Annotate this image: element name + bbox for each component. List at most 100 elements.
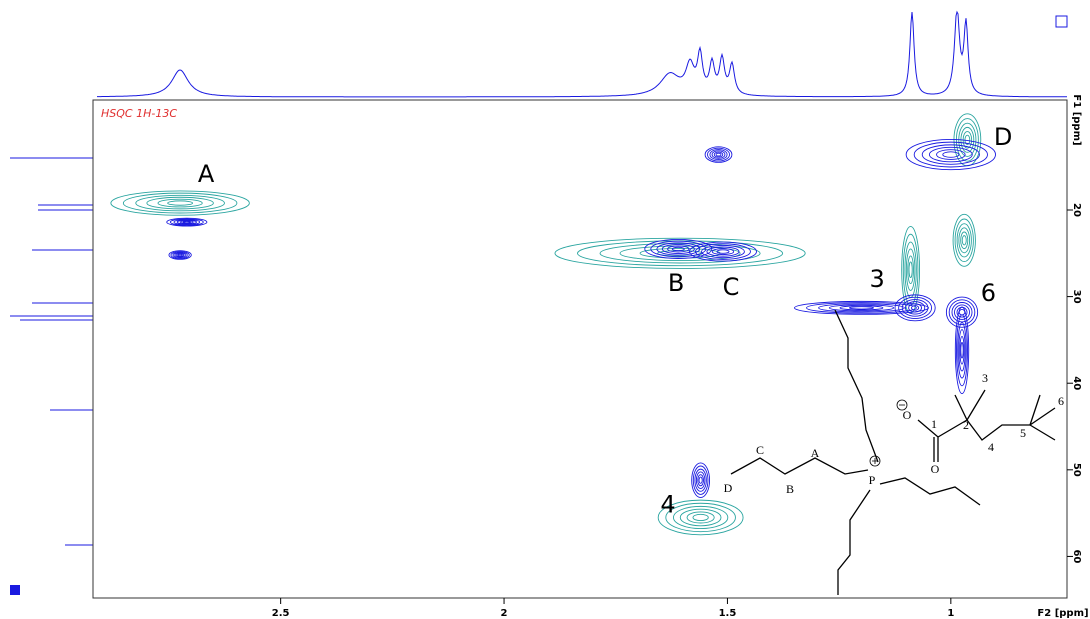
- contour: [806, 302, 917, 314]
- y-tick-label: 60: [1071, 549, 1082, 563]
- x-axis-label: F2 [ppm]: [1037, 608, 1088, 619]
- contour: [913, 141, 988, 168]
- contour: [716, 249, 730, 254]
- contour: [697, 474, 704, 487]
- contour: [176, 219, 197, 225]
- contour: [673, 505, 729, 529]
- contour: [959, 335, 965, 365]
- contour: [707, 147, 730, 162]
- cross-peak: [689, 241, 757, 262]
- contour: [958, 227, 971, 254]
- contour: [122, 192, 238, 214]
- contour: [173, 219, 201, 226]
- cross-peak: [894, 294, 936, 322]
- peak-label: D: [994, 123, 1012, 151]
- x-tick-label: 2.5: [272, 608, 290, 619]
- structure-label: O: [903, 408, 912, 422]
- peak-label: 3: [869, 265, 884, 293]
- contour: [952, 213, 976, 267]
- contour: [671, 246, 685, 252]
- contour: [695, 243, 751, 260]
- contour: [694, 468, 707, 492]
- x-tick-label: 1: [947, 608, 954, 619]
- contour: [942, 151, 960, 158]
- structure-label: 4: [988, 440, 994, 454]
- contour: [960, 231, 969, 250]
- structure-label: 5: [1020, 426, 1026, 440]
- contour: [898, 296, 933, 319]
- chart-title: HSQC 1H-13C: [101, 107, 177, 120]
- contour: [958, 329, 966, 372]
- y-tick-label: 30: [1071, 290, 1082, 304]
- contour: [704, 146, 733, 163]
- contour: [951, 302, 973, 323]
- x-tick-label: 2: [501, 608, 508, 619]
- structure-label: 6: [1058, 394, 1064, 408]
- plot-frame: [92, 99, 1068, 599]
- contour: [956, 223, 972, 258]
- contour: [554, 237, 806, 269]
- structure-label: A: [811, 446, 820, 460]
- contour: [911, 305, 920, 311]
- contour: [174, 252, 186, 258]
- structure-label: P: [869, 473, 876, 487]
- cross-peak: [691, 462, 711, 498]
- contour: [848, 306, 874, 310]
- contour: [695, 471, 706, 489]
- contour: [960, 342, 964, 359]
- contour: [954, 218, 974, 263]
- contour: [907, 255, 914, 285]
- contour: [709, 149, 728, 161]
- contour: [650, 240, 707, 258]
- contour: [698, 476, 703, 484]
- contour: [904, 301, 926, 315]
- contour: [908, 261, 913, 278]
- contour: [894, 294, 936, 322]
- contour: [691, 462, 711, 498]
- contour: [706, 246, 740, 257]
- contour: [661, 243, 695, 254]
- contour: [176, 253, 185, 257]
- contour: [945, 296, 979, 328]
- x-tick-label: 1.5: [719, 608, 737, 619]
- structure-label: D: [724, 481, 733, 495]
- cross-peak: [954, 306, 970, 395]
- projection-f2: [97, 10, 1067, 98]
- contour: [715, 152, 722, 157]
- contour: [839, 305, 884, 311]
- contour: [157, 198, 203, 208]
- contour: [948, 299, 976, 326]
- structure-label: 2: [963, 418, 969, 432]
- contour: [961, 235, 967, 246]
- contour: [901, 299, 929, 317]
- contour: [908, 303, 922, 313]
- contour: [172, 251, 188, 259]
- contour: [692, 465, 709, 495]
- contour: [656, 242, 701, 256]
- contour: [956, 306, 968, 318]
- structure-label: O: [931, 462, 940, 476]
- peak-label: C: [723, 273, 740, 301]
- contour: [657, 499, 744, 536]
- icon: [1055, 15, 1068, 28]
- icon: [10, 585, 20, 595]
- cross-peak: [794, 300, 929, 315]
- contour: [110, 190, 250, 216]
- contour: [713, 151, 724, 158]
- contour: [818, 303, 905, 313]
- contour: [905, 138, 996, 171]
- contour: [667, 245, 690, 253]
- contour: [686, 511, 715, 524]
- contour: [166, 217, 208, 227]
- cross-peak: [644, 238, 713, 259]
- contour: [957, 322, 967, 379]
- contour: [170, 251, 190, 260]
- peak-label: A: [198, 160, 215, 188]
- contour: [644, 238, 713, 259]
- contour: [954, 304, 970, 320]
- contour: [711, 150, 726, 159]
- cross-peak: [704, 146, 733, 163]
- contour: [689, 241, 757, 262]
- contour: [905, 248, 916, 291]
